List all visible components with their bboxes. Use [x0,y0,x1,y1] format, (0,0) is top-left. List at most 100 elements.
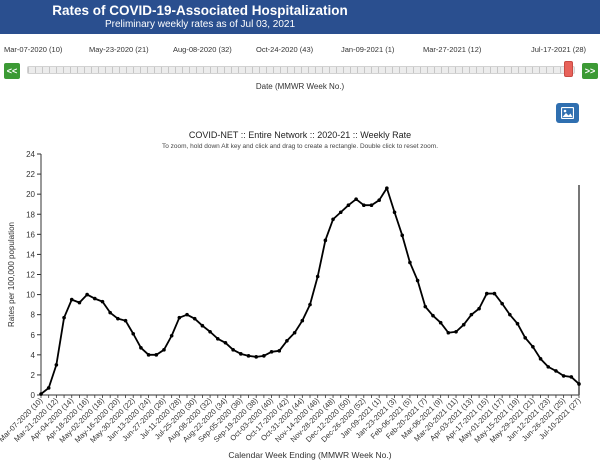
weekly-rate-point [62,315,66,320]
y-tick-label: 24 [26,150,35,159]
weekly-rate-point [200,323,205,328]
weekly-rate-point [423,304,428,309]
y-tick-label: 8 [31,311,36,320]
y-tick-label: 16 [26,230,35,239]
weekly-rate-point [192,316,197,321]
weekly-rate-point [108,310,112,315]
y-tick-label: 20 [26,190,35,199]
weekly-rate-point [300,318,305,323]
weekly-rate-point [285,338,289,343]
date-slider-track[interactable] [27,66,575,74]
y-axis-label: Rates per 100,000 population [7,222,16,327]
weekly-rate-point [492,291,497,296]
slider-label: Jan-09-2021 (1) [341,45,395,54]
weekly-rate-point [93,296,97,301]
slider-label: Mar-07-2020 (10) [4,45,63,54]
page-subtitle: Preliminary weekly rates as of Jul 03, 2… [104,19,296,30]
weekly-rate-point [500,301,504,306]
weekly-rate-point [446,330,451,335]
download-image-button[interactable] [556,103,579,123]
weekly-rate-point [554,369,558,373]
weekly-rate-point [177,315,182,320]
weekly-rate-point [561,374,566,378]
weekly-rate-point [269,350,274,354]
slider-tick-marks [28,67,574,73]
weekly-rate-point [369,203,374,208]
weekly-rate-chart: COVID-NET :: Entire Network :: 2020-21 :… [0,130,583,460]
weekly-rate-point [239,352,243,356]
y-tick-label: 14 [26,250,35,259]
weekly-rate-point [315,274,320,279]
weekly-rate-point [523,335,527,340]
weekly-rate-point [185,312,189,317]
weekly-rate-line [40,187,580,395]
previous-week-button[interactable]: << [4,63,20,79]
weekly-rate-point [577,382,581,386]
y-tick-label: 10 [26,291,35,300]
weekly-rate-point [538,357,543,361]
weekly-rate-point [154,353,159,357]
weekly-rate-point [162,348,166,352]
weekly-rate-point [338,210,343,215]
weekly-rate-point [484,291,489,296]
weekly-rate-point [508,312,512,317]
date-slider-handle[interactable] [564,61,573,77]
slider-label: Jul-17-2021 (28) [531,45,587,54]
weekly-rate-point [139,346,143,350]
chart-title: COVID-NET :: Entire Network :: 2020-21 :… [189,130,411,140]
weekly-rate-point [292,330,297,335]
weekly-rate-point [477,306,481,311]
weekly-rate-point [415,278,420,283]
weekly-rate-point [54,363,59,367]
weekly-rate-point [385,186,389,190]
weekly-rate-point [569,375,574,379]
header-banner: Rates of COVID-19-Associated Hospitaliza… [0,0,600,34]
weekly-rate-point [308,302,312,307]
weekly-rate-point [208,329,212,334]
weekly-rate-point [123,318,128,323]
weekly-rate-point [277,349,282,353]
weekly-rate-point [461,322,466,327]
weekly-rate-point [354,197,358,201]
weekly-rate-point [223,340,228,345]
page-title: Rates of COVID-19-Associated Hospitaliza… [52,3,348,18]
weekly-rate-point [515,321,520,326]
slider-label: May-23-2020 (21) [89,45,149,54]
weekly-rate-point [254,355,258,359]
weekly-rate-point [469,312,474,317]
weekly-rate-point [131,331,136,336]
y-tick-label: 0 [31,391,36,400]
slider-caption: Date (MMWR Week No.) [255,82,345,91]
weekly-rate-point [262,354,266,358]
weekly-rate-point [431,313,435,318]
weekly-rate-point [100,299,105,304]
weekly-rate-point [454,329,458,334]
weekly-rate-point [85,292,89,297]
weekly-rate-point [546,365,551,369]
weekly-rate-point [231,348,235,352]
y-tick-label: 4 [31,351,36,360]
weekly-rate-point [77,300,82,305]
slider-label: Mar-27-2021 (12) [423,45,482,54]
slider-label: Aug-08-2020 (32) [173,45,232,54]
weekly-rate-point [169,333,174,338]
y-tick-label: 22 [26,170,35,179]
image-icon [561,107,574,119]
chart-subtitle: To zoom, hold down Alt key and click and… [162,143,438,150]
weekly-rate-point [69,297,74,302]
next-week-button[interactable]: >> [582,63,598,79]
weekly-rate-point [323,238,328,243]
slider-label: Oct-24-2020 (43) [256,45,314,54]
weekly-rate-point [362,203,366,208]
weekly-rate-point [215,336,220,341]
x-axis-label: Calendar Week Ending (MMWR Week No.) [228,450,391,460]
y-tick-label: 6 [31,331,36,340]
weekly-rate-point [392,210,397,215]
weekly-rate-point [408,260,412,265]
weekly-rate-point [438,320,443,325]
weekly-rate-point [116,316,120,321]
y-tick-label: 18 [26,210,35,219]
weekly-rate-point [531,345,535,349]
weekly-rate-point [39,392,43,396]
weekly-rate-point [400,233,405,238]
